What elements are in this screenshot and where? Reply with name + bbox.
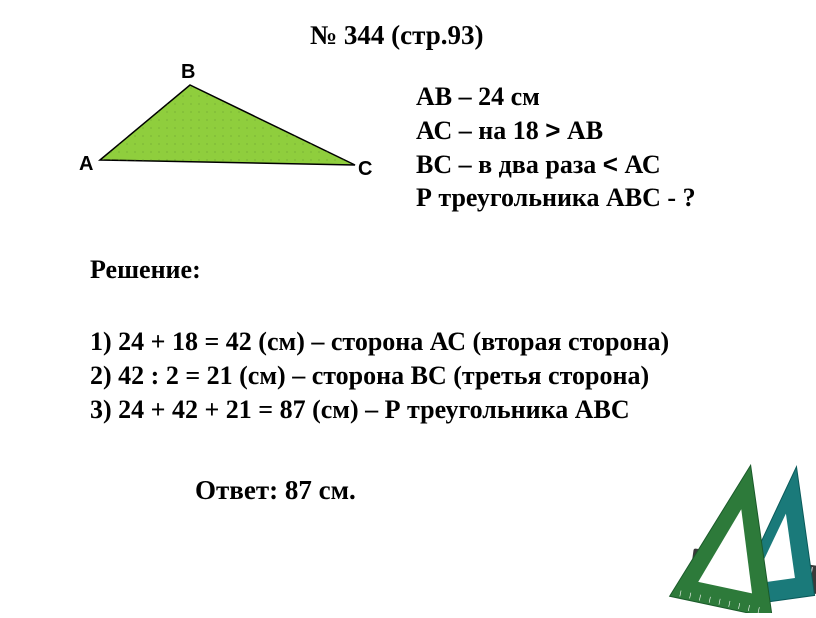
svg-text:А: А (79, 153, 93, 175)
triangle-diagram: А В С (75, 60, 375, 200)
problem-header: № 344 (стр.93) (310, 20, 483, 51)
condition-ab: АВ – 24 см (416, 80, 696, 114)
solution-header: Решение: (90, 255, 201, 285)
condition-perimeter: Р треугольника АВС - ? (416, 181, 696, 215)
solution-steps: 1) 24 + 18 = 42 (см) – сторона АС (втора… (90, 325, 669, 426)
solution-step-1: 1) 24 + 18 = 42 (см) – сторона АС (втора… (90, 325, 669, 359)
answer: Ответ: 87 см. (195, 475, 356, 506)
solution-step-2: 2) 42 : 2 = 21 (см) – сторона ВС (третья… (90, 359, 669, 393)
svg-text:В: В (181, 61, 195, 83)
svg-text:С: С (358, 158, 372, 180)
condition-ac: АС – на 18 > АВ (416, 114, 696, 148)
ruler-setsquare-illustration (641, 428, 816, 613)
condition-bc: ВС – в два раза < АС (416, 148, 696, 182)
solution-step-3: 3) 24 + 42 + 21 = 87 (см) – Р треугольни… (90, 393, 669, 427)
problem-conditions: АВ – 24 см АС – на 18 > АВ ВС – в два ра… (416, 80, 696, 215)
